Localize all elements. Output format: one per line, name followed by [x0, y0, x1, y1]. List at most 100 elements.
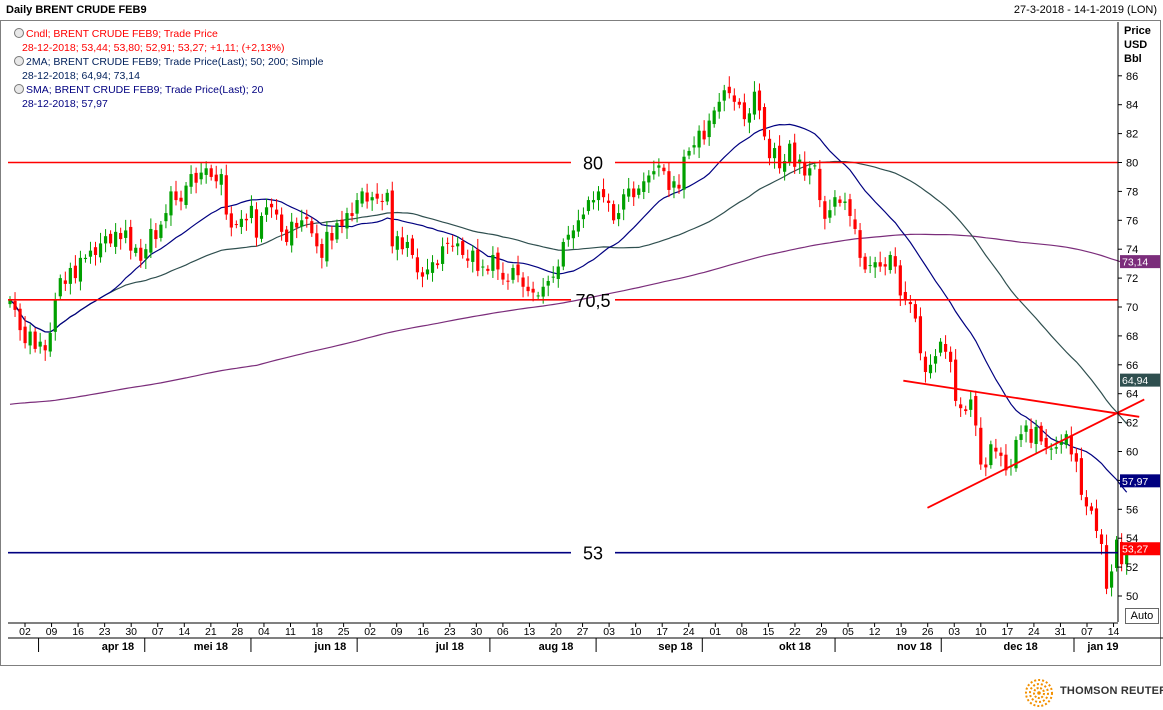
- candle-body: [913, 304, 917, 319]
- candle-body: [596, 191, 601, 201]
- y-tick-label: 62: [1126, 418, 1138, 430]
- month-label: dec 18: [1004, 641, 1038, 653]
- candle-body: [893, 256, 897, 267]
- sma20-line: [9, 123, 1128, 493]
- candle-body: [536, 295, 540, 297]
- candle-body: [1034, 426, 1038, 444]
- candle-body: [119, 233, 123, 240]
- candle-body: [300, 220, 304, 227]
- candle-body: [586, 200, 591, 212]
- month-label: jul 18: [435, 641, 464, 653]
- price-marker-label: 73,14: [1122, 257, 1148, 269]
- candle-body: [903, 291, 907, 300]
- x-tick-label: 10: [630, 626, 642, 638]
- candle-body: [632, 188, 636, 198]
- candle-body: [717, 101, 721, 112]
- candle-body: [979, 427, 983, 465]
- candle-body: [325, 231, 329, 262]
- candle-body: [772, 148, 777, 159]
- candle-body: [144, 249, 148, 259]
- candle-body: [345, 213, 349, 229]
- x-tick-label: 13: [524, 626, 536, 638]
- candle-body: [601, 189, 606, 198]
- candle-body: [702, 130, 706, 140]
- month-label: jan 19: [1086, 641, 1118, 653]
- candle-body: [355, 200, 359, 214]
- candle-body: [274, 209, 279, 215]
- candle-body: [737, 101, 741, 105]
- candles: [8, 76, 1129, 597]
- candle-body: [290, 221, 294, 246]
- candle-body: [280, 214, 284, 232]
- candle-body: [989, 444, 993, 466]
- candle-body: [617, 213, 621, 220]
- candle-body: [244, 218, 249, 221]
- ma200-line: [9, 233, 1127, 405]
- candle-body: [813, 165, 817, 167]
- price-markers: 73,14 64,94 57,97 53,27: [1120, 255, 1160, 556]
- candle-body: [88, 250, 93, 257]
- candle-body: [933, 356, 938, 364]
- candle-body: [888, 254, 892, 271]
- legend-2ma-line1: 2MA; BRENT CRUDE FEB9; Trade Price(Last)…: [14, 55, 323, 69]
- candle-body: [868, 265, 872, 267]
- candle-body: [471, 250, 475, 262]
- ma200-layer: [9, 233, 1127, 405]
- candle-body: [18, 308, 22, 331]
- candle-body: [320, 243, 324, 258]
- candle-body: [375, 193, 379, 199]
- candle-body: [380, 200, 384, 202]
- candle-body: [657, 165, 661, 168]
- candle-body: [174, 191, 178, 201]
- candle-body: [788, 143, 792, 163]
- candle-body: [1004, 454, 1008, 471]
- candle-body: [571, 230, 575, 239]
- candle-body: [697, 130, 701, 148]
- candle-body: [747, 113, 752, 123]
- legend-sma-line1: SMA; BRENT CRUDE FEB9; Trade Price(Last)…: [14, 83, 323, 97]
- candle-body: [516, 264, 520, 276]
- candle-body: [1069, 435, 1073, 455]
- candle-body: [576, 220, 580, 232]
- candle-body: [898, 265, 902, 296]
- candle-body: [883, 264, 887, 267]
- candle-body: [451, 245, 455, 247]
- chart-title: Daily BRENT CRUDE FEB9: [6, 4, 147, 16]
- y-tick-label: 60: [1126, 447, 1138, 459]
- price-marker-label: 53,27: [1122, 544, 1148, 556]
- candle-body: [179, 197, 183, 202]
- candle-body: [476, 249, 480, 271]
- candle-body: [999, 452, 1003, 456]
- candle-body: [777, 145, 782, 169]
- y-tick-label: 54: [1126, 533, 1138, 545]
- legend-cndl-line1: Cndl; BRENT CRUDE FEB9; Trade Price: [14, 27, 323, 41]
- candle-body: [853, 219, 857, 229]
- candle-body: [612, 204, 616, 221]
- candle-body: [415, 257, 420, 273]
- candle-body: [1125, 548, 1129, 565]
- x-tick-label: 17: [1002, 626, 1014, 638]
- x-tick-label: 11: [285, 626, 296, 638]
- candle-body: [461, 241, 465, 255]
- candle-body: [496, 252, 500, 270]
- candle-body: [98, 243, 103, 258]
- candle-body: [783, 161, 787, 172]
- legend-icon: [14, 28, 24, 38]
- candle-body: [259, 215, 264, 239]
- candle-body: [606, 200, 611, 203]
- candle-body: [1084, 497, 1089, 507]
- candle-body: [1064, 434, 1068, 445]
- candle-body: [466, 258, 470, 261]
- x-tick-label: 18: [311, 626, 323, 638]
- candle-body: [420, 272, 425, 277]
- candle-body: [1049, 448, 1053, 450]
- auto-scale-button[interactable]: Auto: [1125, 608, 1159, 624]
- candle-body: [767, 138, 772, 159]
- x-tick-label: 17: [656, 626, 668, 638]
- candle-body: [984, 464, 988, 468]
- candle-body: [923, 356, 928, 373]
- candle-body: [918, 316, 923, 354]
- x-tick-label: 30: [125, 626, 137, 638]
- candle-body: [531, 288, 535, 293]
